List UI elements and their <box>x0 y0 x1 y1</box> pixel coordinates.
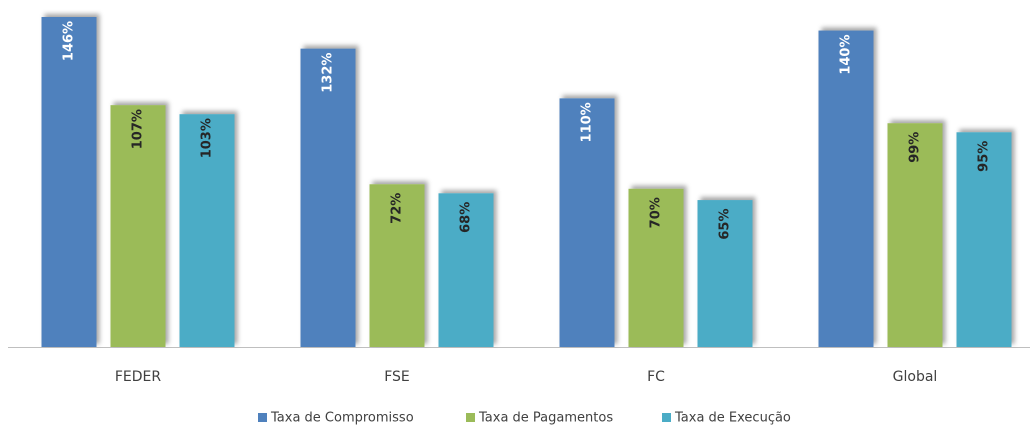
bar <box>179 114 235 348</box>
legend-swatch <box>258 413 267 422</box>
data-label: 99% <box>908 132 923 163</box>
bar <box>438 193 494 347</box>
bar <box>300 48 356 348</box>
data-label: 65% <box>718 209 733 240</box>
legend-label: Taxa de Execução <box>674 411 791 426</box>
bar <box>559 98 615 347</box>
data-label: 103% <box>200 118 215 158</box>
data-label: 70% <box>649 197 664 228</box>
bar <box>887 123 943 347</box>
x-tick-label: FEDER <box>115 369 162 385</box>
bar <box>956 132 1012 347</box>
bar <box>628 188 684 347</box>
data-label: 110% <box>580 102 595 142</box>
bar <box>369 184 425 347</box>
legend-swatch <box>466 413 475 422</box>
legend-label: Taxa de Compromisso <box>270 411 414 426</box>
bar <box>110 105 166 347</box>
data-label: 95% <box>977 141 992 172</box>
data-label: 107% <box>131 109 146 149</box>
legend-label: Taxa de Pagamentos <box>478 411 613 426</box>
bar <box>41 17 97 347</box>
data-label: 72% <box>390 193 405 224</box>
data-label: 132% <box>321 53 336 93</box>
data-label: 68% <box>459 202 474 233</box>
x-tick-label: FC <box>647 369 665 385</box>
bar <box>818 30 874 347</box>
data-label: 140% <box>839 34 854 74</box>
legend-swatch <box>662 413 671 422</box>
x-tick-label: Global <box>893 369 938 385</box>
x-tick-label: FSE <box>384 369 410 385</box>
data-label: 146% <box>62 21 77 61</box>
bar <box>697 200 753 347</box>
